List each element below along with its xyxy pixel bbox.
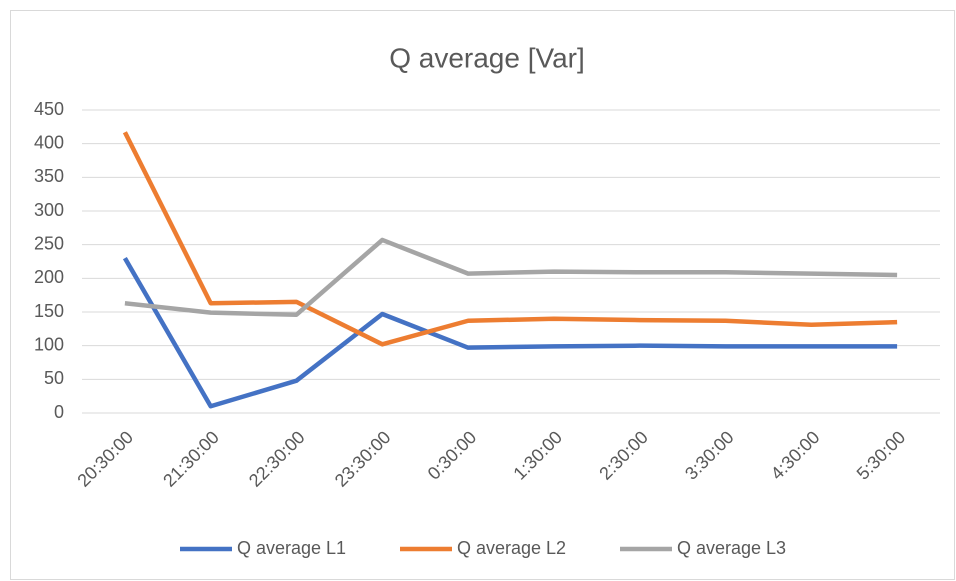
y-tick-label: 50 (44, 368, 64, 388)
chart-border (10, 10, 955, 580)
y-tick-label: 200 (34, 267, 64, 287)
y-tick-label: 350 (34, 166, 64, 186)
series-line (124, 237, 898, 317)
chart-title: Q average [Var] (389, 42, 585, 73)
y-tick-label: 150 (34, 301, 64, 321)
y-tick-label: 0 (54, 402, 64, 422)
series-line (122, 257, 898, 409)
y-tick-label: 100 (34, 334, 64, 354)
legend-label: Q average L2 (457, 538, 566, 558)
y-tick-label: 400 (34, 132, 64, 152)
y-tick-label: 450 (34, 99, 64, 119)
y-tick-label: 300 (34, 200, 64, 220)
series-line (122, 131, 898, 347)
legend-label: Q average L3 (677, 538, 786, 558)
legend-label: Q average L1 (237, 538, 346, 558)
y-tick-label: 250 (34, 233, 64, 253)
